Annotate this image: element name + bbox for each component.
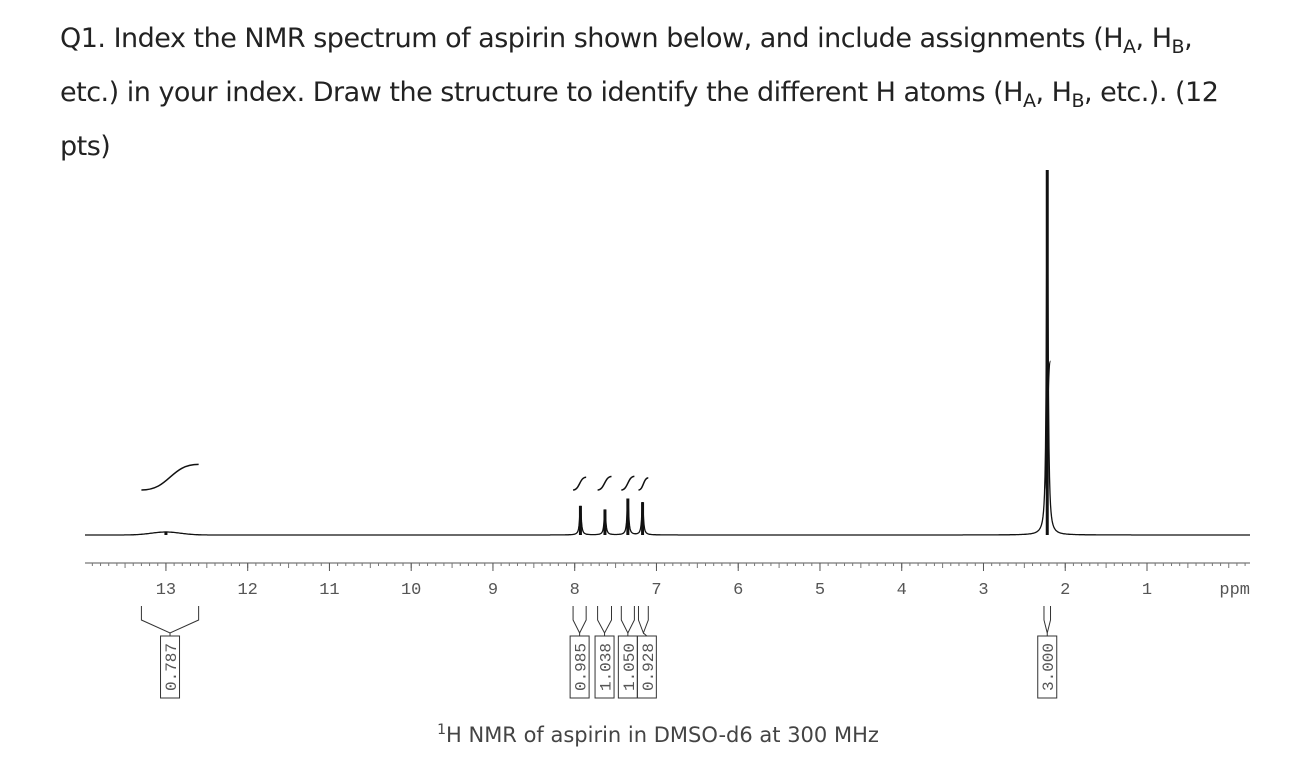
integral-connector — [643, 632, 648, 637]
integral-curve — [621, 475, 635, 491]
integral-bracket — [572, 606, 587, 635]
x-tick-label: 8 — [570, 581, 580, 600]
question: Q1. Index the NMR spectrum of aspirin sh… — [60, 12, 1240, 174]
x-tick-label: 7 — [651, 581, 661, 600]
question-text: , H — [1035, 77, 1072, 108]
x-tick-label: 13 — [156, 581, 176, 600]
integral-label: 0.928 — [640, 643, 658, 691]
integral-curve — [638, 477, 649, 491]
x-tick-label: 3 — [978, 581, 988, 600]
integral-curve — [1043, 360, 1052, 491]
caption: 1H NMR of aspirin in DMSO-d6 at 300 MHz — [0, 722, 1316, 747]
integral-label: 0.787 — [163, 643, 181, 691]
x-tick-label: 9 — [488, 581, 498, 600]
x-tick-label: 4 — [897, 581, 907, 600]
integral-bracket — [140, 606, 200, 634]
question-text: Q1. Index the NMR spectrum of aspirin sh… — [60, 23, 1124, 54]
integral-label: 1.038 — [598, 643, 616, 691]
question-text: , H — [1135, 23, 1172, 54]
integral-bracket — [620, 606, 635, 635]
x-axis-label: ppm — [1219, 581, 1250, 600]
integral-bracket — [1043, 606, 1052, 634]
subscript: A — [1022, 90, 1036, 112]
x-tick-label: 6 — [733, 581, 743, 600]
integral-bracket — [637, 606, 649, 635]
x-tick-label: 11 — [319, 581, 339, 600]
question-text: , etc.) in your index. Draw the structur… — [60, 23, 1193, 108]
caption-superscript: 1 — [437, 722, 447, 738]
integral-label: 3.000 — [1040, 643, 1058, 691]
subscript: B — [1071, 90, 1084, 112]
x-tick-label: 2 — [1060, 581, 1070, 600]
subscript: A — [1123, 36, 1136, 58]
x-tick-label: 5 — [815, 581, 825, 600]
question-text: , etc.). (12 pts) — [60, 77, 1219, 162]
x-tick-label: 12 — [237, 581, 257, 600]
x-tick-label: 10 — [401, 581, 421, 600]
caption-text: H NMR of aspirin in DMSO-d6 at 300 MHz — [446, 723, 879, 747]
x-tick-label: 1 — [1142, 581, 1152, 600]
nmr-spectrum: 13 12 11 10 9 8 7 6 5 4 3 2 1 ppm 0.787 0.985 1.038 1.050… — [85, 170, 1250, 699]
subscript: B — [1171, 36, 1185, 58]
integral-label: 1.050 — [621, 643, 639, 691]
integral-bracket — [597, 606, 612, 635]
integral-curve — [572, 476, 587, 491]
integral-label: 0.985 — [573, 643, 591, 691]
integral-curve — [141, 463, 199, 491]
integral-curve — [597, 475, 612, 491]
spectrum-trace — [85, 190, 1250, 536]
